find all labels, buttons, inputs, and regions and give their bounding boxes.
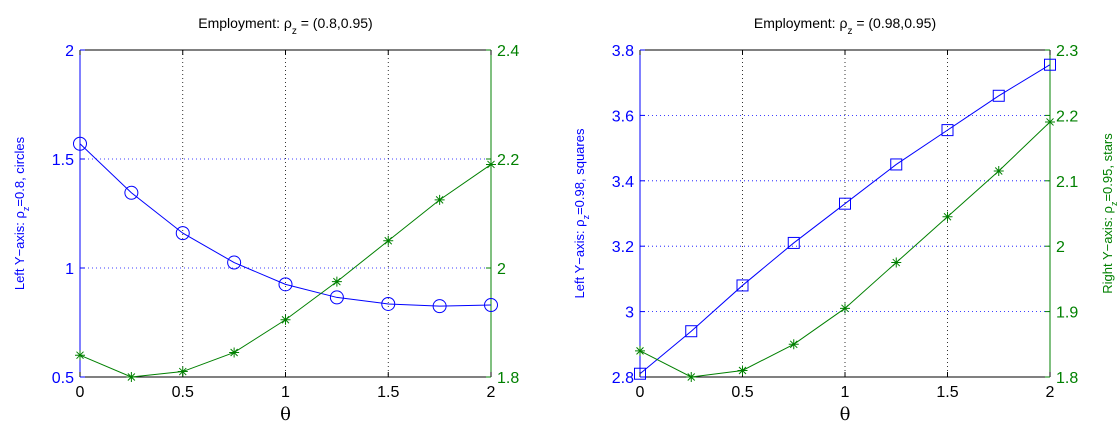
right-y-tick-label: 2.4 [497,43,519,60]
x-tick-label: 1 [841,384,850,401]
x-tick-label: 0 [76,384,85,401]
data-point-circle [432,299,447,314]
x-tick-label: 1 [281,384,290,401]
data-point-square [890,158,903,171]
data-point-star [891,257,902,268]
data-point-star [75,350,85,361]
right-y-tick-label: 2.2 [497,152,519,169]
data-point-circle [381,296,396,311]
left-series-line [79,143,492,307]
left-series-line [639,64,1051,375]
x-tick-label: 1.5 [377,384,399,401]
left-y-tick-label: 2.8 [612,370,634,387]
data-point-square [634,367,646,380]
left-y-tick-label: 1 [65,261,74,278]
right-y-tick-label: 1.9 [1056,305,1078,322]
data-point-star [229,347,240,358]
chart-title: Employment: ρz = (0.8,0.95) [198,15,372,37]
right-y-tick-label: 2.1 [1056,174,1078,191]
right-y-tick-label: 2.2 [1056,108,1078,125]
data-point-star [280,314,291,325]
x-tick-label: 0.5 [172,384,194,401]
data-point-star [383,235,394,246]
x-axis-label: θ [280,404,291,425]
right-y-tick-label: 2 [1056,239,1065,256]
left-y-tick-label: 0.5 [52,370,74,387]
right-y-tick-label: 1.8 [1056,370,1078,387]
data-point-star [635,345,645,356]
x-tick-label: 2 [487,384,496,401]
left-y-axis-label: Left Y−axis: ρz=0.98, squares [572,128,591,298]
data-point-square [736,279,749,292]
left-y-tick-label: 2 [65,43,74,60]
data-point-circle [227,255,242,270]
right-y-axis-label: Right Y−axis: ρz=0.95, stars [1100,133,1119,294]
data-point-circle [124,185,139,200]
data-point-square [839,197,851,210]
left-y-tick-label: 3 [625,305,634,322]
data-point-star [434,194,445,205]
x-tick-label: 0.5 [731,384,753,401]
data-point-star [1045,116,1055,127]
right-y-tick-label: 1.8 [497,370,519,387]
data-point-circle [73,136,87,151]
x-tick-label: 1.5 [936,384,958,401]
data-point-square [992,89,1005,102]
data-point-circle [175,226,190,241]
right-y-tick-label: 2 [497,261,506,278]
left-y-tick-label: 3.4 [612,174,634,191]
chart-panel-2: 0 0.5 1 1.5 2 2.8 3 3.2 3.4 3.6 3.8 1.8 1.9 2 2.1 2.2 2.… [572,15,1119,425]
left-y-tick-label: 1.5 [52,152,74,169]
data-point-star [331,276,342,287]
chart-title: Employment: ρz = (0.98,0.95) [754,15,936,37]
data-point-square [685,325,698,338]
data-point-star [126,372,137,382]
x-axis-label: θ [840,404,851,425]
data-point-star [840,303,850,314]
x-tick-label: 2 [1046,384,1055,401]
data-point-star [737,365,748,376]
data-point-star [177,366,188,377]
data-point-square [1044,58,1056,71]
data-point-square [787,236,800,249]
left-y-tick-label: 3.8 [612,43,634,60]
left-y-axis-label: Left Y−axis: ρz=0.8, circles [12,136,31,290]
data-point-circle [484,298,498,313]
data-point-star [686,372,697,382]
data-point-star [942,211,953,222]
left-y-tick-label: 3.2 [612,239,634,256]
data-point-star [788,339,799,350]
data-point-circle [329,290,344,305]
right-y-tick-label: 2.3 [1056,43,1078,60]
data-point-star [993,165,1004,176]
x-tick-label: 0 [636,384,645,401]
data-point-star [486,159,496,170]
data-point-circle [278,277,293,292]
left-y-tick-label: 3.6 [612,108,634,125]
data-point-square [941,124,954,137]
